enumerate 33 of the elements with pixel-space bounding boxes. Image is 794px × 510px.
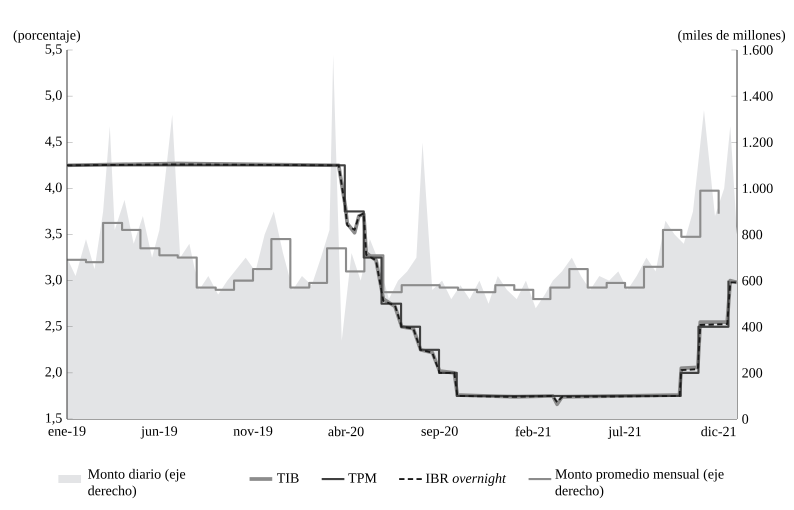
x-tick-label: jul-21 xyxy=(608,426,641,440)
y2-tick-label: 1.400 xyxy=(742,91,773,101)
x-tick-label: ene-19 xyxy=(48,426,86,436)
y2-tick-label: 800 xyxy=(742,230,762,240)
y-tick-label: 5,5 xyxy=(46,44,62,56)
legend-label: Monto promedio mensual (eje derecho) xyxy=(555,468,724,498)
legend-label: Monto diario (eje derecho) xyxy=(88,468,186,498)
x-tick-label: dic-21 xyxy=(701,426,736,436)
x-tick-label: nov-19 xyxy=(233,426,272,436)
y-tick-label: 4,5 xyxy=(45,136,62,148)
y2-tick-label: 600 xyxy=(742,276,762,286)
x-tick-label: abr-20 xyxy=(328,426,364,436)
legend-label: IBR overnight xyxy=(426,473,506,486)
y-tick-label: 3,0 xyxy=(45,274,62,286)
y-tick-label: 1,5 xyxy=(46,413,62,425)
y-tick-label: 2,5 xyxy=(45,321,62,332)
y2-axis-title: (miles de millones) xyxy=(678,30,786,43)
x-tick-label: jun-19 xyxy=(140,426,178,439)
y2-tick-label: 200 xyxy=(742,368,762,378)
y2-tick-label: 0 xyxy=(742,414,748,424)
y-tick-label: 4,0 xyxy=(45,182,62,194)
y-tick-label: 2,0 xyxy=(45,367,62,379)
y2-tick-label: 1.200 xyxy=(742,137,773,148)
legend-label: TIB xyxy=(277,473,299,483)
y2-tick-label: 1.000 xyxy=(742,184,773,194)
x-tick-label: feb-21 xyxy=(515,426,551,436)
y-axis-title: (porcentaje) xyxy=(14,30,80,43)
y-tick-label: 3,5 xyxy=(45,228,62,240)
legend-label: TPM xyxy=(348,473,376,483)
y2-tick-label: 1.600 xyxy=(742,45,773,55)
y-tick-label: 5,0 xyxy=(46,90,62,102)
x-tick-label: sep-20 xyxy=(422,426,458,439)
y2-tick-label: 400 xyxy=(742,322,762,332)
